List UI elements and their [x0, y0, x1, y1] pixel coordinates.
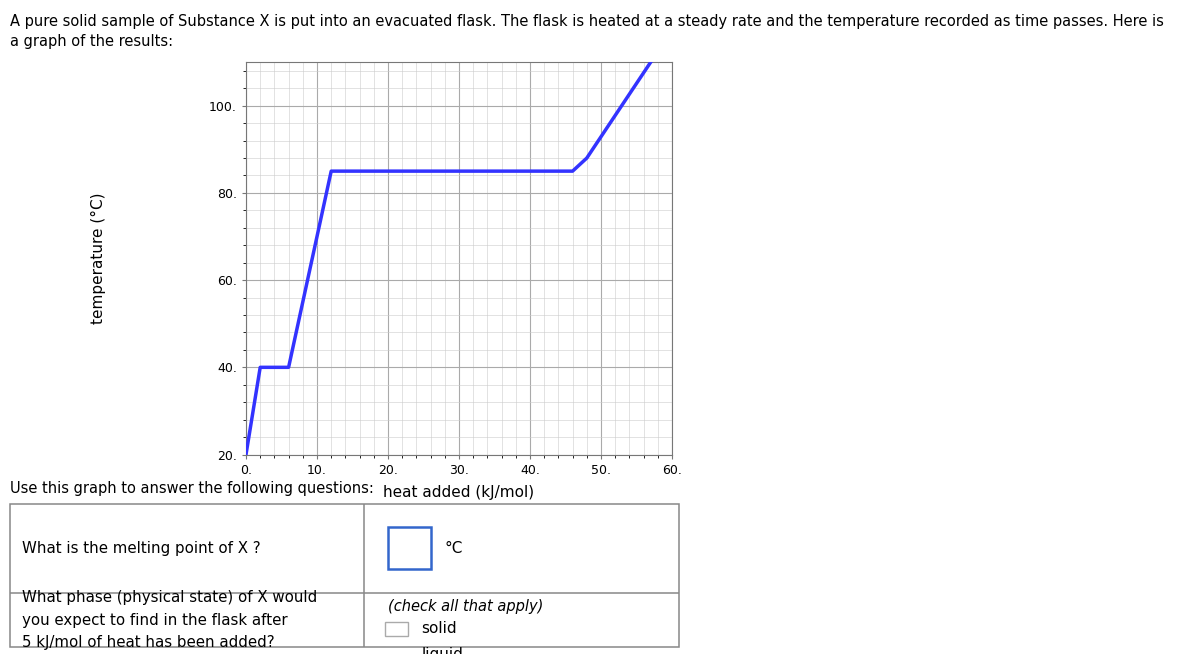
Text: °C: °C: [445, 541, 463, 556]
Text: temperature (°C): temperature (°C): [91, 192, 106, 324]
Text: solid: solid: [421, 621, 457, 636]
Text: What is the melting point of X ?: What is the melting point of X ?: [22, 541, 260, 556]
FancyBboxPatch shape: [388, 527, 432, 569]
Text: Use this graph to answer the following questions:: Use this graph to answer the following q…: [10, 481, 373, 496]
Text: a graph of the results:: a graph of the results:: [10, 34, 173, 49]
Text: (check all that apply): (check all that apply): [388, 598, 544, 613]
Text: liquid: liquid: [421, 647, 463, 654]
FancyBboxPatch shape: [384, 621, 408, 636]
Text: What phase (physical state) of X would
you expect to find in the flask after
5 k: What phase (physical state) of X would y…: [22, 591, 317, 650]
Text: A pure solid sample of Substance X is put into an evacuated flask. The flask is : A pure solid sample of Substance X is pu…: [10, 14, 1164, 29]
X-axis label: heat added (kJ/mol): heat added (kJ/mol): [384, 485, 534, 500]
FancyBboxPatch shape: [384, 647, 408, 654]
